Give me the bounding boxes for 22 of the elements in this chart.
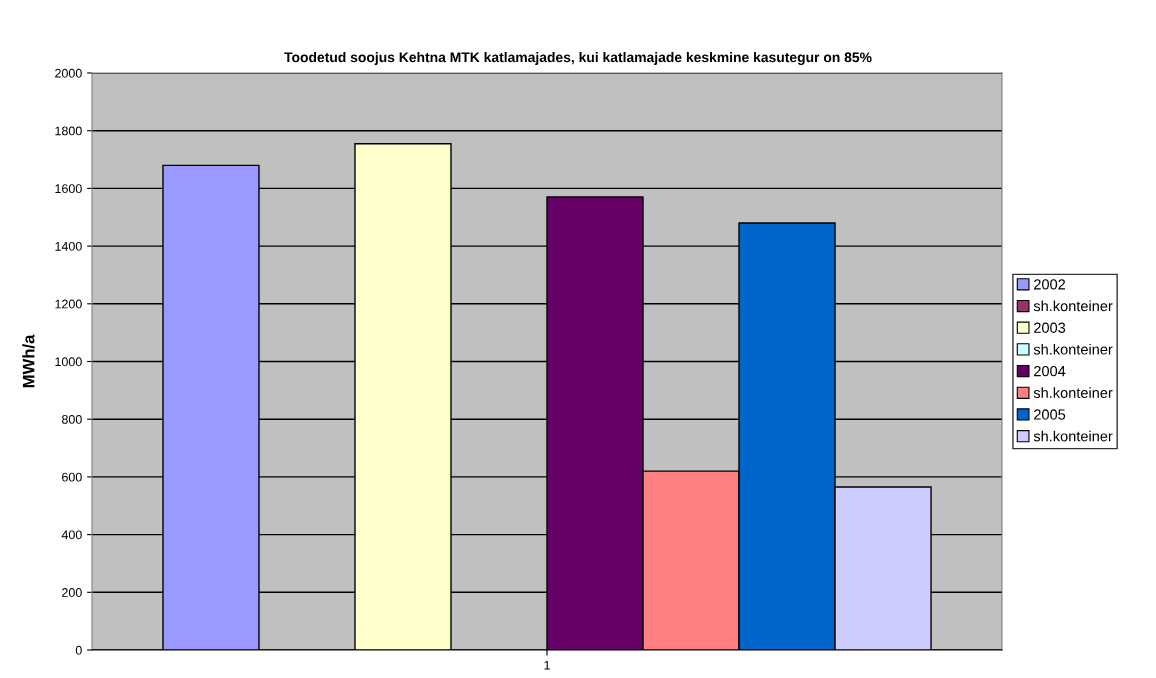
legend-label: sh.konteiner bbox=[1033, 300, 1113, 312]
legend-label: 2002 bbox=[1034, 279, 1066, 290]
legend-label: 2005 bbox=[1034, 409, 1066, 420]
y-tick-label: 1000 bbox=[55, 357, 82, 367]
legend-label: 2004 bbox=[1034, 365, 1066, 377]
y-tick-label: 600 bbox=[62, 472, 82, 482]
legend-label: sh.konteiner bbox=[1033, 343, 1113, 355]
y-tick-label: 1800 bbox=[55, 126, 82, 136]
legend-label: sh.konteiner bbox=[1033, 387, 1113, 398]
x-tick-label: 1 bbox=[544, 660, 550, 670]
y-tick-label: 1600 bbox=[55, 184, 82, 194]
y-tick-label: 400 bbox=[61, 530, 82, 540]
y-tick-label: 800 bbox=[61, 415, 82, 424]
y-tick-label: 200 bbox=[62, 588, 82, 597]
legend-label: sh.konteiner bbox=[1033, 430, 1113, 442]
y-tick-label: 2000 bbox=[55, 68, 82, 78]
y-tick-label: 1400 bbox=[55, 241, 82, 251]
y-tick-label: 0 bbox=[75, 645, 82, 655]
y-axis-title: MWh/a bbox=[22, 334, 35, 388]
y-tick-label: 1200 bbox=[55, 299, 82, 309]
chart-title: Toodetud soojus Kehtna MTK katlamajades, kui katlamajade keskmine kasutegur on 85% bbox=[284, 52, 872, 66]
legend-label: 2003 bbox=[1034, 322, 1066, 333]
